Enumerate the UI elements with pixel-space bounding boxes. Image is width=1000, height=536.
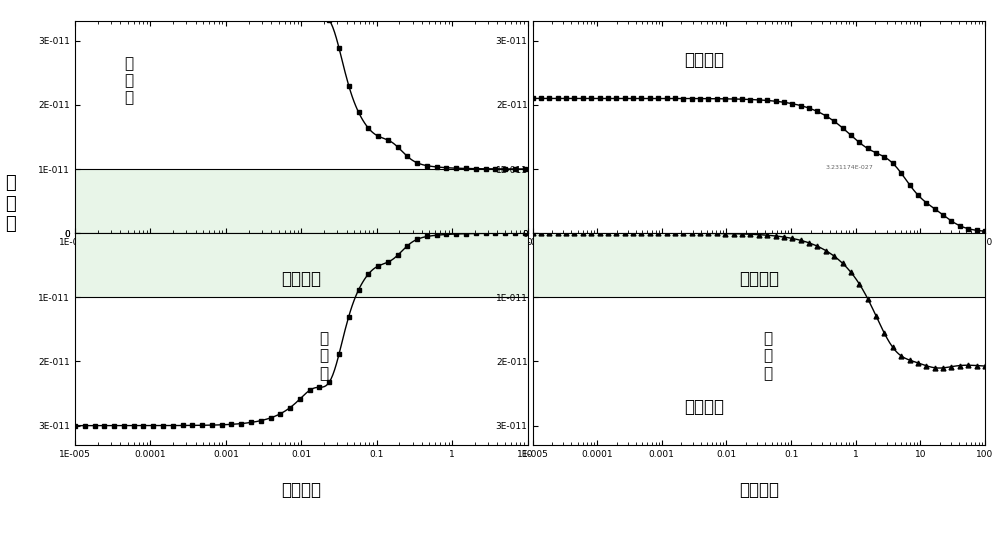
Text: 延迟时间: 延迟时间 [739,270,779,288]
Text: 延迟时间: 延迟时间 [684,50,724,69]
Bar [532,233,985,297]
Text: 延迟时间: 延迟时间 [281,270,321,288]
Bar [75,233,528,297]
Text: 延迟时间: 延迟时间 [739,481,779,500]
Text: 3.231174E-027: 3.231174E-027 [825,165,873,170]
Text: 电
场
値: 电 场 値 [763,331,772,381]
Text: 延迟时间: 延迟时间 [684,398,724,416]
Text: 电
场
値: 电 场 値 [319,331,328,381]
Bar [75,169,528,233]
Text: 电
场
値: 电 场 値 [125,56,134,106]
Text: 电
场
値: 电 场 値 [5,174,15,234]
Text: 延迟时间: 延迟时间 [281,481,321,500]
